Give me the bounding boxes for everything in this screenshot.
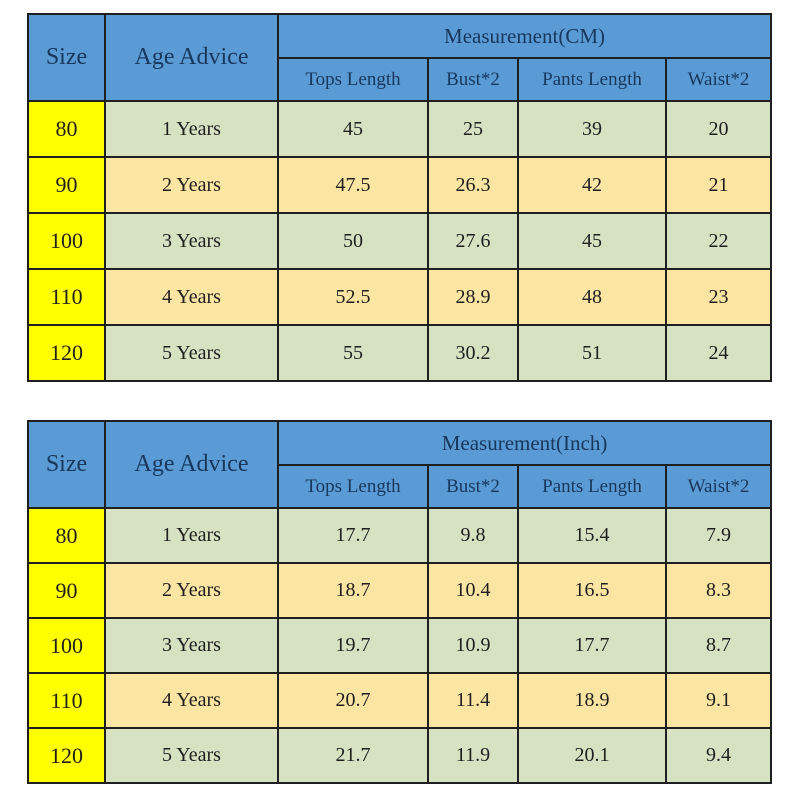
value-cell: 9.8 <box>427 507 519 564</box>
age-cell: 3 Years <box>104 617 279 674</box>
value-cell: 21.7 <box>277 727 429 784</box>
value-cell: 21 <box>664 156 773 214</box>
value-cell: 42 <box>517 156 667 214</box>
value-cell: 11.9 <box>427 727 519 784</box>
size-cell: 100 <box>27 212 106 270</box>
value-cell: 20.7 <box>277 672 429 729</box>
value-cell: 55 <box>277 324 429 382</box>
measurement-inch-group-header: Measurement(Inch) <box>276 420 773 466</box>
value-cell: 26.3 <box>427 156 519 214</box>
value-cell: 17.7 <box>277 507 429 564</box>
table-row: 100 3 Years 50 27.6 45 22 <box>27 212 773 270</box>
value-cell: 50 <box>277 212 429 270</box>
value-cell: 8.7 <box>664 617 773 674</box>
col-header-pants-length: Pants Length <box>517 464 667 509</box>
size-cell: 100 <box>27 617 106 674</box>
age-cell: 2 Years <box>104 562 279 619</box>
table-row: 110 4 Years 52.5 28.9 48 23 <box>27 268 773 326</box>
age-advice-column-header: Age Advice <box>104 13 279 102</box>
value-cell: 30.2 <box>427 324 519 382</box>
age-cell: 5 Years <box>104 324 279 382</box>
value-cell: 7.9 <box>664 507 773 564</box>
size-cell: 120 <box>27 727 106 784</box>
value-cell: 17.7 <box>517 617 667 674</box>
col-header-bust: Bust*2 <box>427 57 519 102</box>
value-cell: 19.7 <box>277 617 429 674</box>
age-cell: 5 Years <box>104 727 279 784</box>
value-cell: 11.4 <box>427 672 519 729</box>
size-column-header: Size <box>27 13 106 102</box>
value-cell: 39 <box>517 100 667 158</box>
value-cell: 9.4 <box>664 727 773 784</box>
value-cell: 25 <box>427 100 519 158</box>
table-row: 90 2 Years 18.7 10.4 16.5 8.3 <box>27 562 773 619</box>
col-header-waist: Waist*2 <box>664 57 773 102</box>
age-cell: 4 Years <box>104 672 279 729</box>
size-chart-cm-table: Size Age Advice Measurement(CM) Tops Len… <box>27 13 773 382</box>
value-cell: 48 <box>517 268 667 326</box>
table-row: 100 3 Years 19.7 10.9 17.7 8.7 <box>27 617 773 674</box>
table-row: 120 5 Years 21.7 11.9 20.1 9.4 <box>27 727 773 784</box>
col-header-waist: Waist*2 <box>664 464 773 509</box>
value-cell: 8.3 <box>664 562 773 619</box>
col-header-pants-length: Pants Length <box>517 57 667 102</box>
value-cell: 51 <box>517 324 667 382</box>
age-cell: 4 Years <box>104 268 279 326</box>
size-cell: 80 <box>27 507 106 564</box>
value-cell: 20 <box>664 100 773 158</box>
value-cell: 10.9 <box>427 617 519 674</box>
value-cell: 9.1 <box>664 672 773 729</box>
value-cell: 28.9 <box>427 268 519 326</box>
size-cell: 110 <box>27 672 106 729</box>
size-cell: 90 <box>27 562 106 619</box>
size-cell: 90 <box>27 156 106 214</box>
value-cell: 52.5 <box>277 268 429 326</box>
value-cell: 27.6 <box>427 212 519 270</box>
table-row: 110 4 Years 20.7 11.4 18.9 9.1 <box>27 672 773 729</box>
table-row: 120 5 Years 55 30.2 51 24 <box>27 324 773 382</box>
col-header-bust: Bust*2 <box>427 464 519 509</box>
value-cell: 47.5 <box>277 156 429 214</box>
value-cell: 18.9 <box>517 672 667 729</box>
age-advice-column-header: Age Advice <box>104 420 279 509</box>
age-cell: 1 Years <box>104 100 279 158</box>
value-cell: 22 <box>664 212 773 270</box>
value-cell: 23 <box>664 268 773 326</box>
age-cell: 2 Years <box>104 156 279 214</box>
table-row: 90 2 Years 47.5 26.3 42 21 <box>27 156 773 214</box>
value-cell: 15.4 <box>517 507 667 564</box>
value-cell: 18.7 <box>277 562 429 619</box>
size-cell: 80 <box>27 100 106 158</box>
size-cell: 120 <box>27 324 106 382</box>
age-cell: 1 Years <box>104 507 279 564</box>
value-cell: 16.5 <box>517 562 667 619</box>
age-cell: 3 Years <box>104 212 279 270</box>
size-chart-inch-table: Size Age Advice Measurement(Inch) Tops L… <box>27 420 773 784</box>
table-row: 80 1 Years 17.7 9.8 15.4 7.9 <box>27 507 773 564</box>
col-header-tops-length: Tops Length <box>277 57 429 102</box>
value-cell: 10.4 <box>427 562 519 619</box>
value-cell: 20.1 <box>517 727 667 784</box>
col-header-tops-length: Tops Length <box>277 464 429 509</box>
value-cell: 45 <box>517 212 667 270</box>
measurement-cm-group-header: Measurement(CM) <box>276 13 773 59</box>
value-cell: 24 <box>664 324 773 382</box>
table-row: 80 1 Years 45 25 39 20 <box>27 100 773 158</box>
size-cell: 110 <box>27 268 106 326</box>
size-column-header: Size <box>27 420 106 509</box>
value-cell: 45 <box>277 100 429 158</box>
